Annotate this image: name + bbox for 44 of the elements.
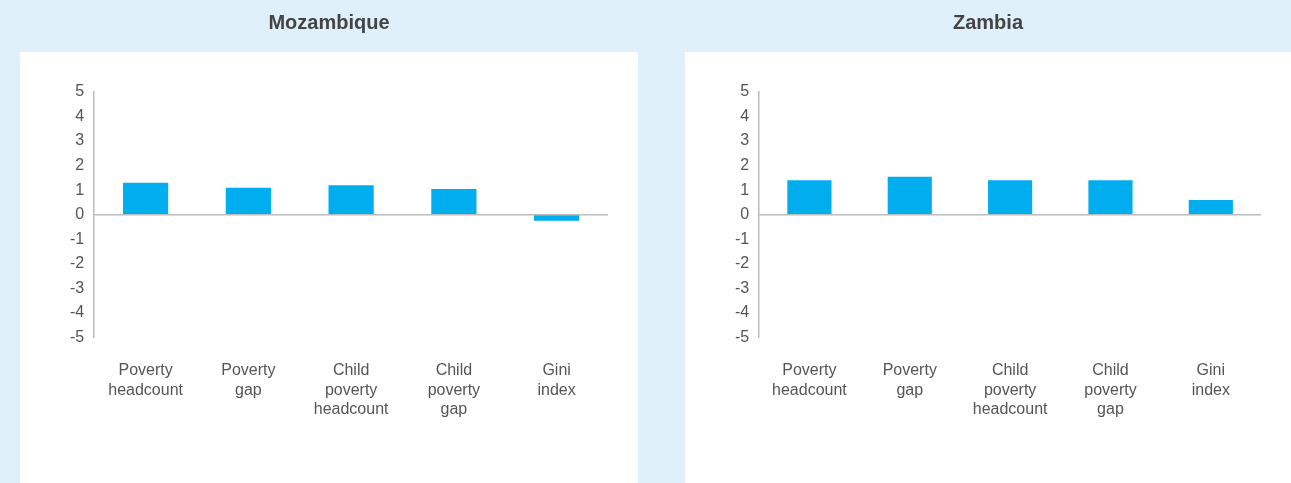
y-tick-label: 1 <box>75 180 85 198</box>
x-tick-label: Poverty headcount <box>108 361 184 398</box>
y-tick-label: -5 <box>69 327 85 345</box>
bar <box>328 185 374 215</box>
bar <box>988 180 1033 215</box>
bar <box>534 214 580 221</box>
y-tick-label: 5 <box>740 82 750 100</box>
y-tick-label: 0 <box>75 205 85 223</box>
bar <box>1188 199 1233 215</box>
y-tick-label: -2 <box>734 254 750 272</box>
y-tick-label: -4 <box>734 303 750 321</box>
bar <box>1088 180 1133 215</box>
y-tick-label: -3 <box>69 278 85 296</box>
y-tick-label: 1 <box>740 180 750 198</box>
x-tick-label: Gini index <box>537 361 576 398</box>
y-tick-label: 3 <box>740 131 750 149</box>
y-tick-label: 4 <box>740 106 750 124</box>
bar <box>787 180 832 215</box>
bar <box>887 176 932 215</box>
y-tick-label: -5 <box>734 327 750 345</box>
bar <box>225 187 271 215</box>
y-tick-label: 2 <box>740 156 750 174</box>
y-tick-label: -1 <box>69 229 85 247</box>
y-tick-label: 3 <box>75 131 85 149</box>
x-tick-label: Poverty headcount <box>772 361 848 398</box>
bar <box>431 188 477 215</box>
x-tick-label: Child poverty headcount <box>313 361 390 417</box>
y-tick-label: -3 <box>734 278 750 296</box>
chart-title: Mozambique <box>267 10 391 35</box>
y-tick-label: -4 <box>69 303 85 321</box>
y-tick-label: 0 <box>740 205 750 223</box>
y-tick-label: 4 <box>75 106 85 124</box>
y-tick-label: -1 <box>734 229 750 247</box>
bar <box>123 182 169 215</box>
chart-title: Zambia <box>952 10 1025 35</box>
x-tick-label: Poverty gap <box>221 361 276 398</box>
y-tick-label: -2 <box>69 254 85 272</box>
y-tick-label: 2 <box>75 156 85 174</box>
y-tick-label: 5 <box>75 82 85 100</box>
x-tick-label: Gini index <box>1191 361 1230 398</box>
x-tick-label: Poverty gap <box>882 361 937 398</box>
x-tick-label: Child poverty gap <box>427 361 481 417</box>
x-tick-label: Child poverty headcount <box>972 361 1049 417</box>
x-tick-label: Child poverty gap <box>1084 361 1137 417</box>
